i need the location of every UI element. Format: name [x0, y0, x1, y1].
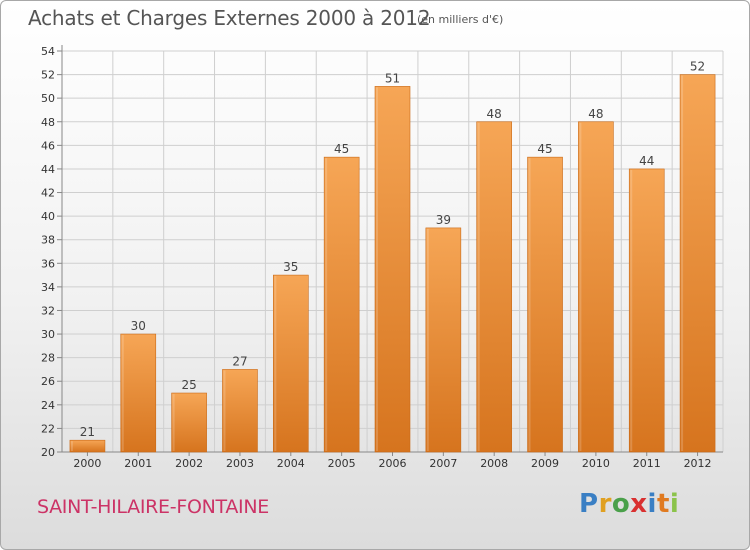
y-tick-label: 20	[41, 446, 55, 459]
data-label: 48	[487, 107, 502, 121]
data-label: 21	[80, 425, 95, 439]
y-tick-label: 48	[41, 116, 55, 129]
bar-highlight	[579, 122, 582, 451]
x-tick-label: 2009	[531, 457, 559, 470]
logo-letter: i	[647, 489, 657, 519]
y-tick-label: 28	[41, 352, 55, 365]
bar	[69, 439, 106, 453]
bar-highlight	[528, 158, 531, 451]
data-label: 25	[181, 378, 196, 392]
commune-name: SAINT-HILAIRE-FONTAINE	[37, 496, 269, 518]
data-label: 44	[639, 154, 654, 168]
x-tick-label: 2007	[429, 457, 457, 470]
y-tick-label: 40	[41, 210, 55, 223]
x-tick-label: 2002	[175, 457, 203, 470]
bar-highlight	[172, 394, 175, 451]
bar-highlight	[426, 228, 429, 451]
y-tick-label: 54	[41, 45, 55, 58]
x-tick-label: 2000	[73, 457, 101, 470]
bar	[120, 333, 157, 453]
bar-highlight	[325, 158, 328, 451]
bar	[679, 74, 716, 453]
x-tick-label: 2001	[124, 457, 152, 470]
x-tick-label: 2006	[379, 457, 407, 470]
bar-highlight	[630, 169, 633, 452]
chart-title: Achats et Charges Externes 2000 à 2012	[28, 6, 431, 30]
logo-letter: r	[598, 489, 612, 519]
y-tick-label: 32	[41, 304, 55, 317]
proxiti-logo: Proxiti	[579, 489, 679, 519]
x-tick-label: 2004	[277, 457, 305, 470]
data-label: 52	[690, 60, 705, 74]
bar	[476, 121, 512, 453]
logo-letter: i	[669, 489, 680, 519]
logo-letter: P	[579, 489, 599, 519]
x-tick-label: 2010	[582, 457, 610, 470]
x-tick-label: 2011	[633, 457, 661, 470]
y-tick-label: 36	[41, 257, 55, 270]
logo-letter: x	[630, 489, 648, 519]
data-label: 27	[232, 354, 247, 368]
y-tick-label: 42	[41, 187, 55, 200]
bar	[628, 168, 665, 453]
x-tick-label: 2008	[480, 457, 508, 470]
logo-letter: t	[656, 489, 670, 519]
data-label: 51	[385, 71, 400, 85]
bar-highlight	[477, 122, 480, 451]
bar	[171, 392, 207, 453]
data-label: 30	[131, 319, 146, 333]
bar-highlight	[681, 75, 684, 452]
chart-unit: (en milliers d'€)	[417, 13, 504, 26]
data-label: 35	[283, 260, 298, 274]
bar-highlight	[376, 87, 378, 451]
y-tick-label: 26	[41, 375, 55, 388]
bar	[374, 86, 411, 453]
y-tick-label: 34	[41, 281, 55, 294]
bar	[578, 121, 614, 453]
bar-highlight	[223, 370, 226, 451]
bar-highlight	[121, 335, 124, 451]
bar-highlight	[70, 441, 73, 451]
y-tick-label: 30	[41, 328, 55, 341]
data-label: 45	[334, 142, 349, 156]
data-label: 45	[537, 142, 552, 156]
x-tick-label: 2012	[684, 457, 712, 470]
y-tick-label: 52	[41, 69, 55, 82]
y-tick-label: 44	[41, 163, 55, 176]
bar	[222, 369, 258, 453]
data-label: 48	[588, 107, 603, 121]
bar	[527, 156, 563, 453]
y-tick-label: 50	[41, 92, 55, 105]
x-tick-label: 2003	[226, 457, 254, 470]
bar	[323, 156, 360, 453]
y-tick-label: 24	[41, 399, 55, 412]
data-label: 39	[436, 213, 451, 227]
y-tick-label: 46	[41, 139, 55, 152]
x-tick-label: 2005	[328, 457, 356, 470]
labels: 2000 21 2001 30 2002 25 2003 27 2004 35 2005 45 2006…	[73, 60, 711, 470]
bars	[69, 74, 716, 453]
bar	[425, 227, 462, 453]
y-tick-label: 38	[41, 234, 55, 247]
y-tick-label: 22	[41, 422, 55, 435]
logo-letter: o	[611, 489, 631, 519]
bar	[273, 274, 309, 453]
bar-highlight	[274, 276, 277, 451]
